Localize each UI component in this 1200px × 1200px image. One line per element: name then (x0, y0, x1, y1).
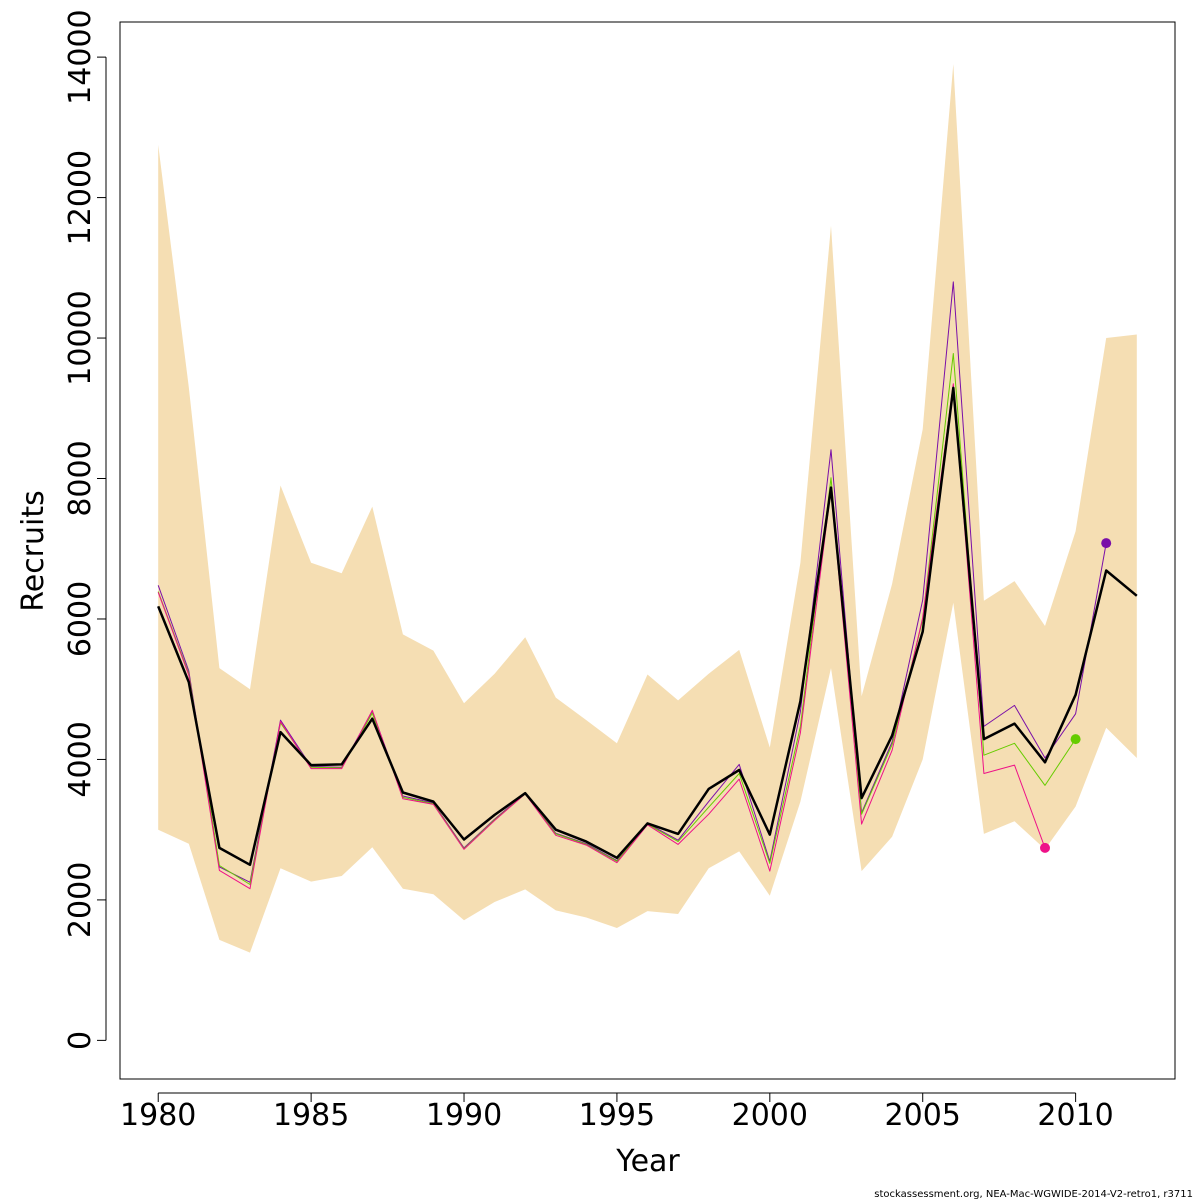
x-tick-label-2010: 2010 (1037, 1098, 1113, 1133)
y-tick-label-2000: 2000 (63, 862, 98, 938)
x-axis-title: Year (615, 1144, 680, 1179)
x-tick-label-1980: 1980 (120, 1098, 196, 1133)
series-endpoint-2 (1070, 734, 1081, 745)
x-tick-label-1985: 1985 (273, 1098, 349, 1133)
y-tick-label-12000: 12000 (63, 150, 98, 245)
y-tick-label-14000: 14000 (63, 9, 98, 104)
plot-frame (119, 21, 1176, 1080)
confidence-band (158, 64, 1137, 953)
series-layer (157, 281, 1138, 890)
y-axis-title: Recruits (16, 490, 51, 612)
y-tick-label-6000: 6000 (63, 581, 98, 657)
y-tick-label-0: 0 (63, 1031, 98, 1050)
x-tick-label-2000: 2000 (732, 1098, 808, 1133)
series-line-0 (157, 386, 1138, 867)
series-endpoint-3 (1040, 842, 1050, 853)
y-tick-label-8000: 8000 (63, 440, 98, 516)
x-axis: 1980 1985 1990 1995 2000 2005 2010 (120, 1092, 1114, 1133)
x-tick-label-1995: 1995 (579, 1098, 655, 1133)
x-tick-label-2005: 2005 (885, 1098, 961, 1133)
y-tick-label-10000: 10000 (63, 290, 98, 385)
y-axis: 0 2000 4000 6000 8000 10000 12000 14000 (63, 9, 107, 1050)
confidence-band-layer (158, 64, 1137, 953)
series-endpoint-1 (1101, 538, 1112, 549)
x-tick-label-1990: 1990 (426, 1098, 502, 1133)
credit-text: stockassessment.org, NEA-Mac-WGWIDE-2014… (874, 1189, 1193, 1200)
y-tick-label-4000: 4000 (63, 721, 98, 797)
